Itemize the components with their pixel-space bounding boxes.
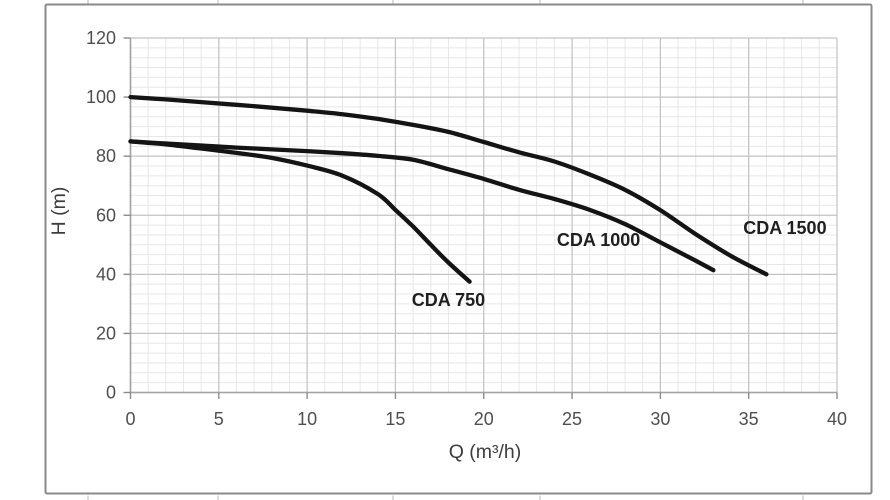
- y-tick-label: 60: [96, 205, 116, 225]
- y-axis-tick-labels: 0 20 40 60 80 100 120: [86, 28, 116, 403]
- y-tick-label: 80: [96, 146, 116, 166]
- series-cda-1000: CDA 1000: [128, 139, 716, 273]
- x-axis-tick-labels: 0 5 10 15 20 25 30 35 40: [125, 409, 847, 429]
- x-tick-label: 20: [474, 409, 494, 429]
- x-tick-label: 10: [297, 409, 317, 429]
- x-axis-title: Q (m³/h): [449, 441, 522, 463]
- y-tick-label: 0: [106, 383, 116, 403]
- axis-titles: Q (m³/h) H (m): [48, 187, 521, 463]
- x-tick-label: 30: [650, 409, 670, 429]
- y-axis-title: H (m): [48, 187, 70, 236]
- series-label-cda-1000: CDA 1000: [557, 230, 640, 250]
- x-tick-label: 40: [827, 409, 847, 429]
- series-label-cda-1500: CDA 1500: [743, 218, 826, 238]
- x-tick-label: 5: [214, 409, 224, 429]
- curve-cda-1500: [128, 94, 769, 277]
- curve-cda-750: [128, 139, 472, 284]
- y-tick-label: 20: [96, 323, 116, 343]
- x-tick-label: 35: [739, 409, 759, 429]
- worksheet-gridline-stubs: [87, 0, 804, 500]
- series-cda-1500: CDA 1500: [128, 94, 827, 277]
- series-cda-750: CDA 750: [128, 139, 485, 310]
- y-tick-label: 100: [86, 87, 116, 107]
- x-tick-label: 0: [125, 409, 135, 429]
- x-tick-label: 25: [562, 409, 582, 429]
- y-tick-label: 40: [96, 264, 116, 284]
- x-tick-label: 15: [385, 409, 405, 429]
- tick-marks: [123, 37, 838, 399]
- y-tick-label: 120: [86, 28, 116, 48]
- series-label-cda-750: CDA 750: [412, 290, 485, 310]
- curve-cda-1000: [128, 139, 716, 273]
